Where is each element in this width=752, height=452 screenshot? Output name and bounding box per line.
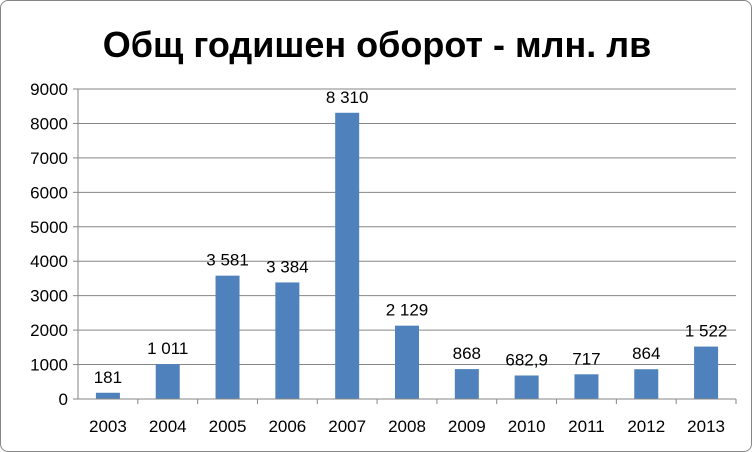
bar-2011 <box>574 374 599 399</box>
y-axis: 0 1000 2000 3000 4000 5000 6000 7000 8000 9000 <box>30 80 79 409</box>
x-tick-label: 2004 <box>149 417 187 436</box>
data-label-2007: 8 310 <box>326 88 369 107</box>
x-tick-label: 2013 <box>687 417 725 436</box>
x-axis: 2003 2004 2005 2006 2007 2008 2009 2010 2011 2012… <box>78 398 737 436</box>
data-label-2003: 181 <box>94 368 122 387</box>
y-tick-label: 0 <box>59 390 68 409</box>
gridlines <box>78 88 736 366</box>
bar-2006 <box>275 282 300 399</box>
bar-2010 <box>514 375 539 399</box>
bar-2003 <box>95 392 120 399</box>
bar-2012 <box>634 369 659 399</box>
bar-2007 <box>335 112 360 400</box>
data-label-2013: 1 522 <box>685 322 728 341</box>
bar-2009 <box>454 369 479 399</box>
y-tick-label: 6000 <box>30 183 68 202</box>
data-label-2004: 1 011 <box>147 339 188 358</box>
data-label-2008: 2 129 <box>386 301 429 320</box>
x-tick-label: 2010 <box>508 417 546 436</box>
data-label-2005: 3 581 <box>206 251 249 270</box>
y-tick-label: 4000 <box>30 252 68 271</box>
x-tick-label: 2006 <box>268 417 306 436</box>
x-tick-label: 2005 <box>209 417 247 436</box>
data-label-2006: 3 384 <box>266 257 309 276</box>
y-tick-label: 9000 <box>30 80 68 99</box>
bar-2005 <box>215 275 240 399</box>
bar-2013 <box>694 346 719 399</box>
y-tick-label: 1000 <box>30 356 68 375</box>
data-label-2009: 868 <box>453 344 481 363</box>
bar-2008 <box>395 325 419 399</box>
data-labels: 181 1 011 3 581 3 384 8 310 2 129 868 682,9 717 8… <box>94 88 728 387</box>
y-tick-label: 3000 <box>30 287 68 306</box>
x-tick-label: 2007 <box>328 417 366 436</box>
bar-2004 <box>155 364 180 399</box>
x-tick-label: 2011 <box>568 417 605 436</box>
y-tick-label: 2000 <box>30 321 68 340</box>
y-tick-label: 7000 <box>30 149 68 168</box>
x-tick-label: 2009 <box>448 417 486 436</box>
chart-title: Общ годишен оборот - млн. лв <box>103 24 652 65</box>
data-label-2010: 682,9 <box>505 350 548 369</box>
x-tick-label: 2008 <box>388 417 426 436</box>
y-tick-label: 5000 <box>30 218 68 237</box>
y-tick-label: 8000 <box>30 114 68 133</box>
x-tick-label: 2003 <box>89 417 127 436</box>
data-label-2011: 717 <box>572 349 600 368</box>
bars <box>95 112 719 400</box>
x-tick-label: 2012 <box>627 417 665 436</box>
data-label-2012: 864 <box>632 344 660 363</box>
